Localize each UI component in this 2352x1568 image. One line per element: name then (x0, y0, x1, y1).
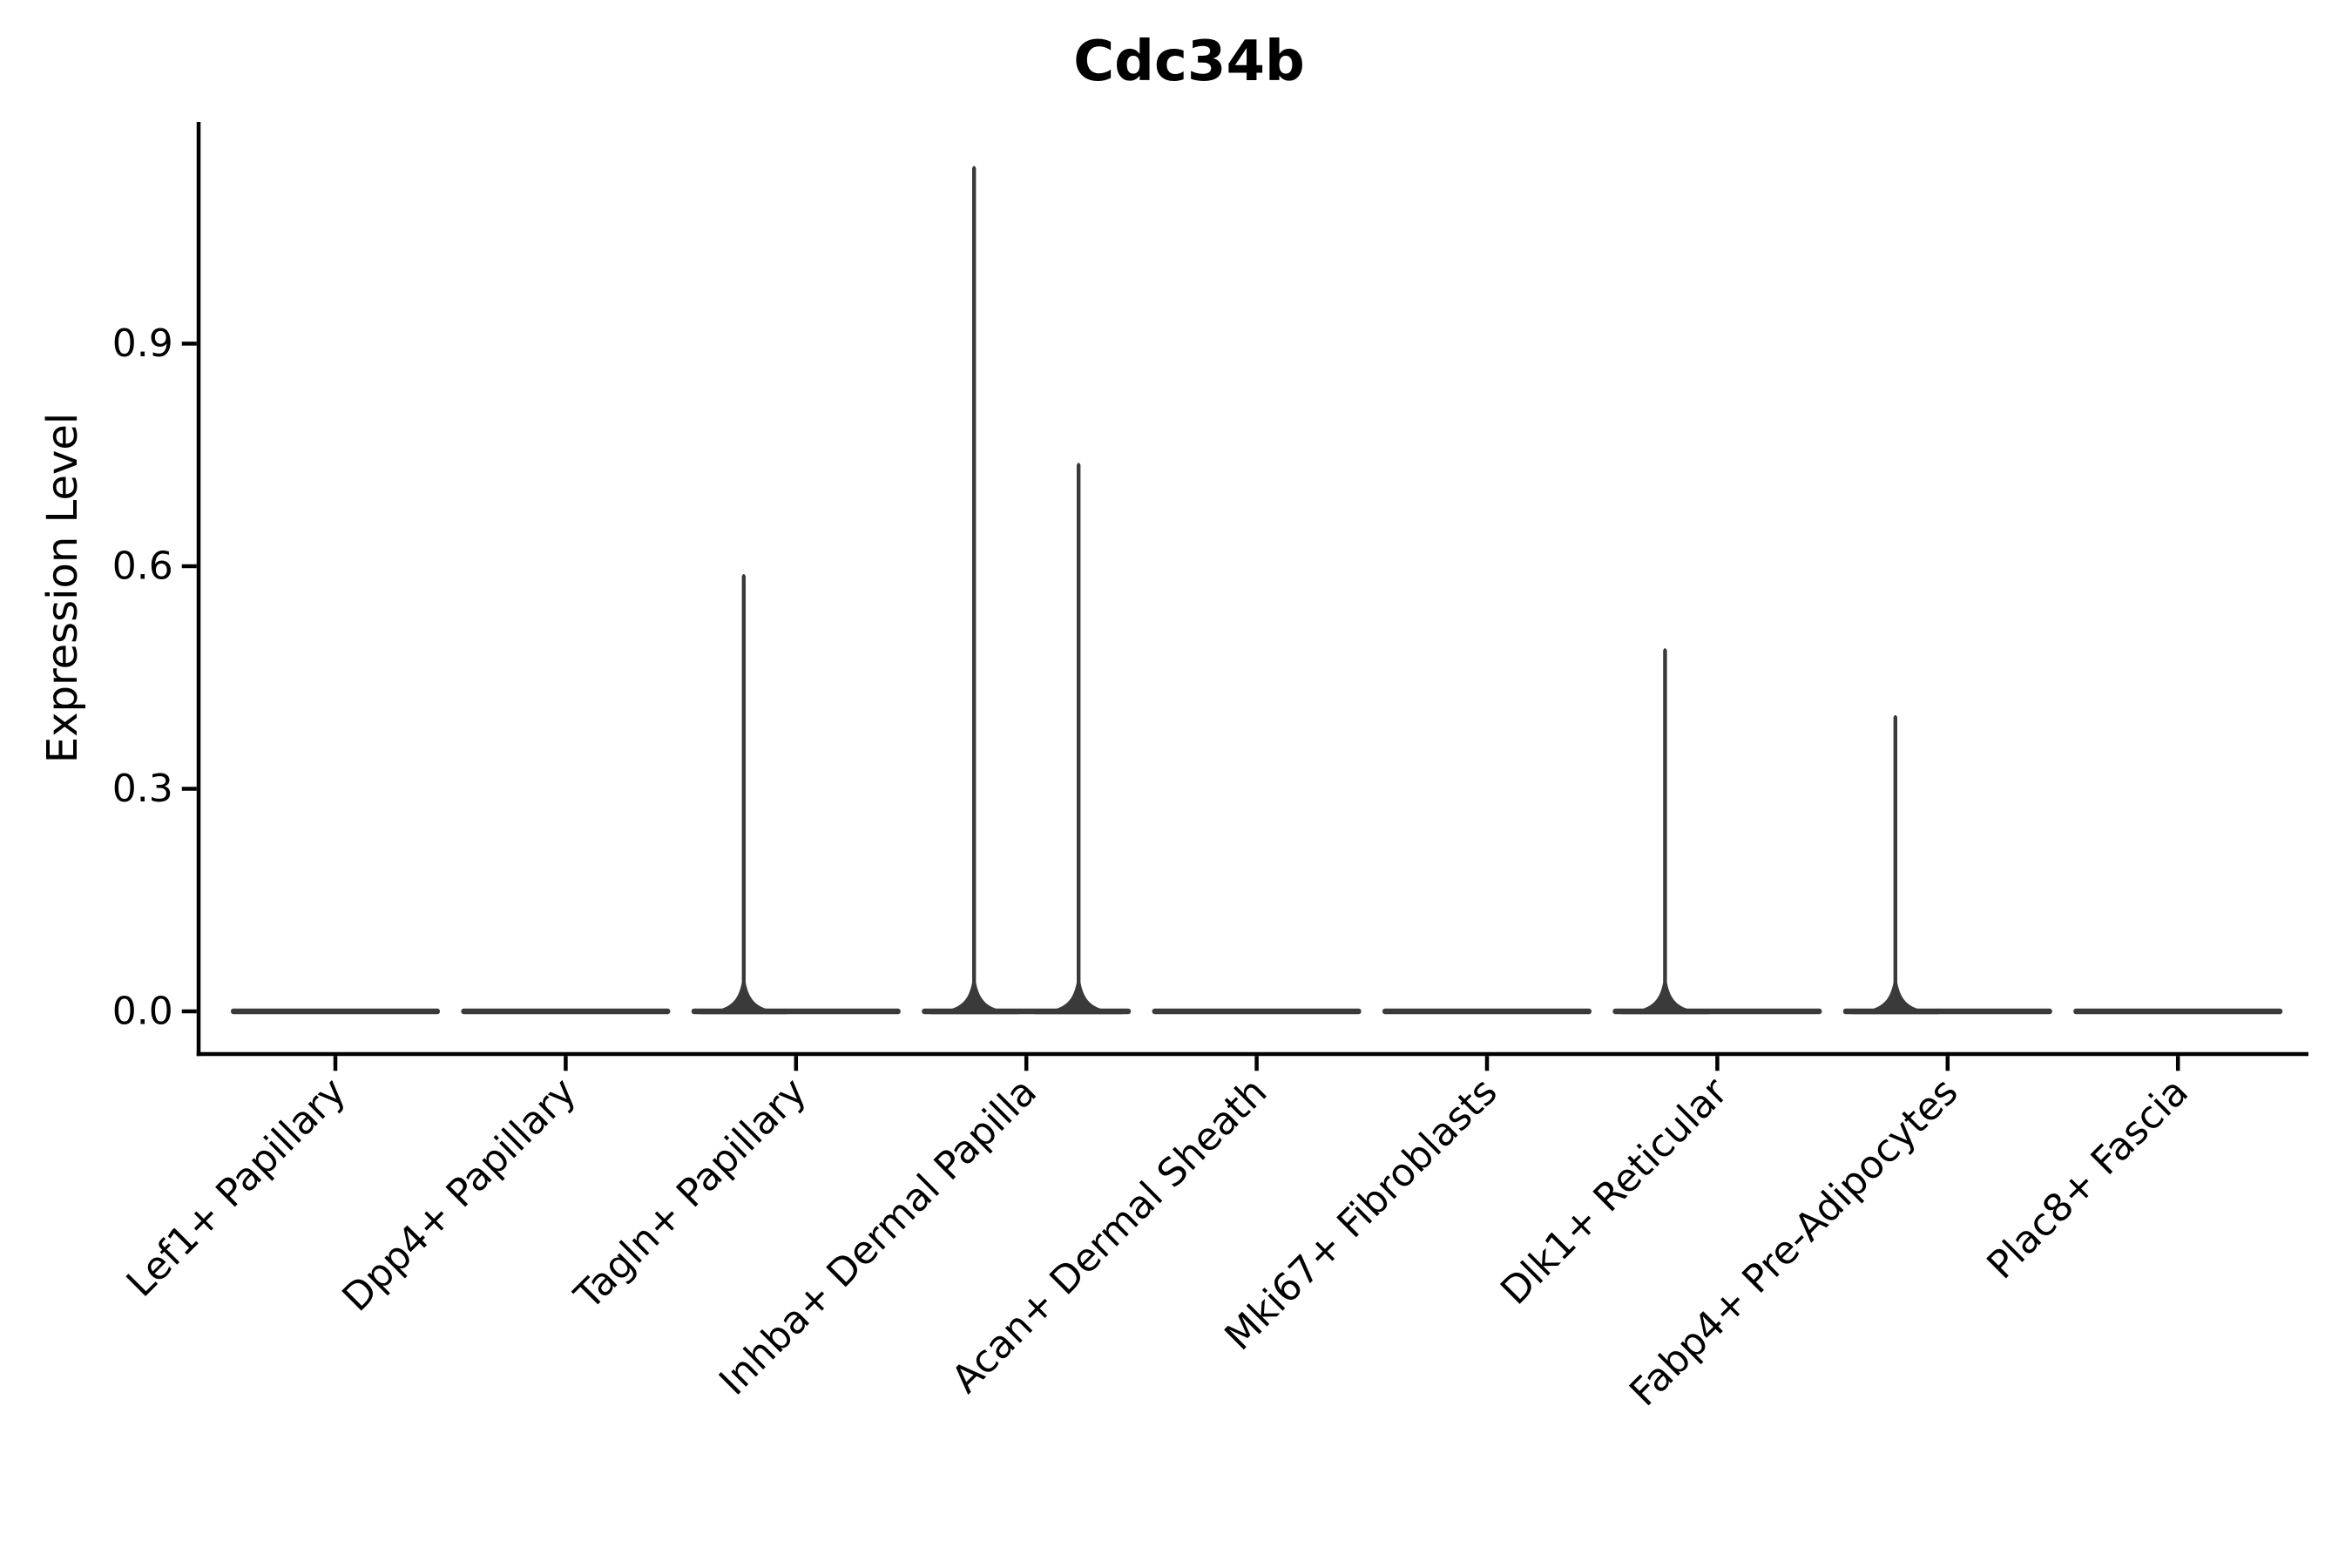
category-label: Plac8+ Fascia (1978, 1070, 2197, 1288)
y-axis-spine (196, 122, 201, 1057)
category-label: Lef1+ Papillary (118, 1070, 355, 1306)
x-tick (1024, 1056, 1029, 1071)
x-tick (2175, 1056, 2180, 1071)
violin-spike (700, 573, 787, 1015)
violin-spike (1851, 714, 1939, 1015)
chart-title: Cdc34b (1073, 30, 1305, 94)
y-tick-label: 0.0 (112, 990, 173, 1034)
category-label: Dlk1+ Reticular (1492, 1069, 1737, 1314)
y-tick (181, 1009, 197, 1014)
violin-spike (930, 166, 1018, 1015)
x-tick (1945, 1056, 1950, 1071)
x-tick (564, 1056, 568, 1071)
violin-baseline (461, 1008, 671, 1015)
y-tick (181, 341, 197, 346)
x-tick (1484, 1056, 1490, 1071)
violin-baseline (1382, 1008, 1592, 1015)
category-label: Dpp4+ Papillary (335, 1070, 585, 1321)
y-tick (181, 787, 197, 791)
violin-baseline (231, 1008, 440, 1015)
x-tick (794, 1056, 799, 1071)
y-tick-label: 0.3 (112, 767, 173, 811)
y-tick (181, 564, 197, 569)
x-tick (1715, 1056, 1720, 1071)
x-axis-spine (196, 1051, 2308, 1057)
violin-baseline (2073, 1008, 2283, 1015)
violin-spike (1035, 463, 1123, 1015)
x-tick (1254, 1056, 1259, 1071)
category-label: Tagln+ Papillary (565, 1070, 814, 1319)
violin-spike (1621, 648, 1709, 1015)
y-tick-label: 0.9 (112, 321, 173, 366)
x-tick (333, 1056, 338, 1071)
y-tick-label: 0.6 (112, 544, 173, 588)
violin-baseline (1152, 1008, 1362, 1015)
